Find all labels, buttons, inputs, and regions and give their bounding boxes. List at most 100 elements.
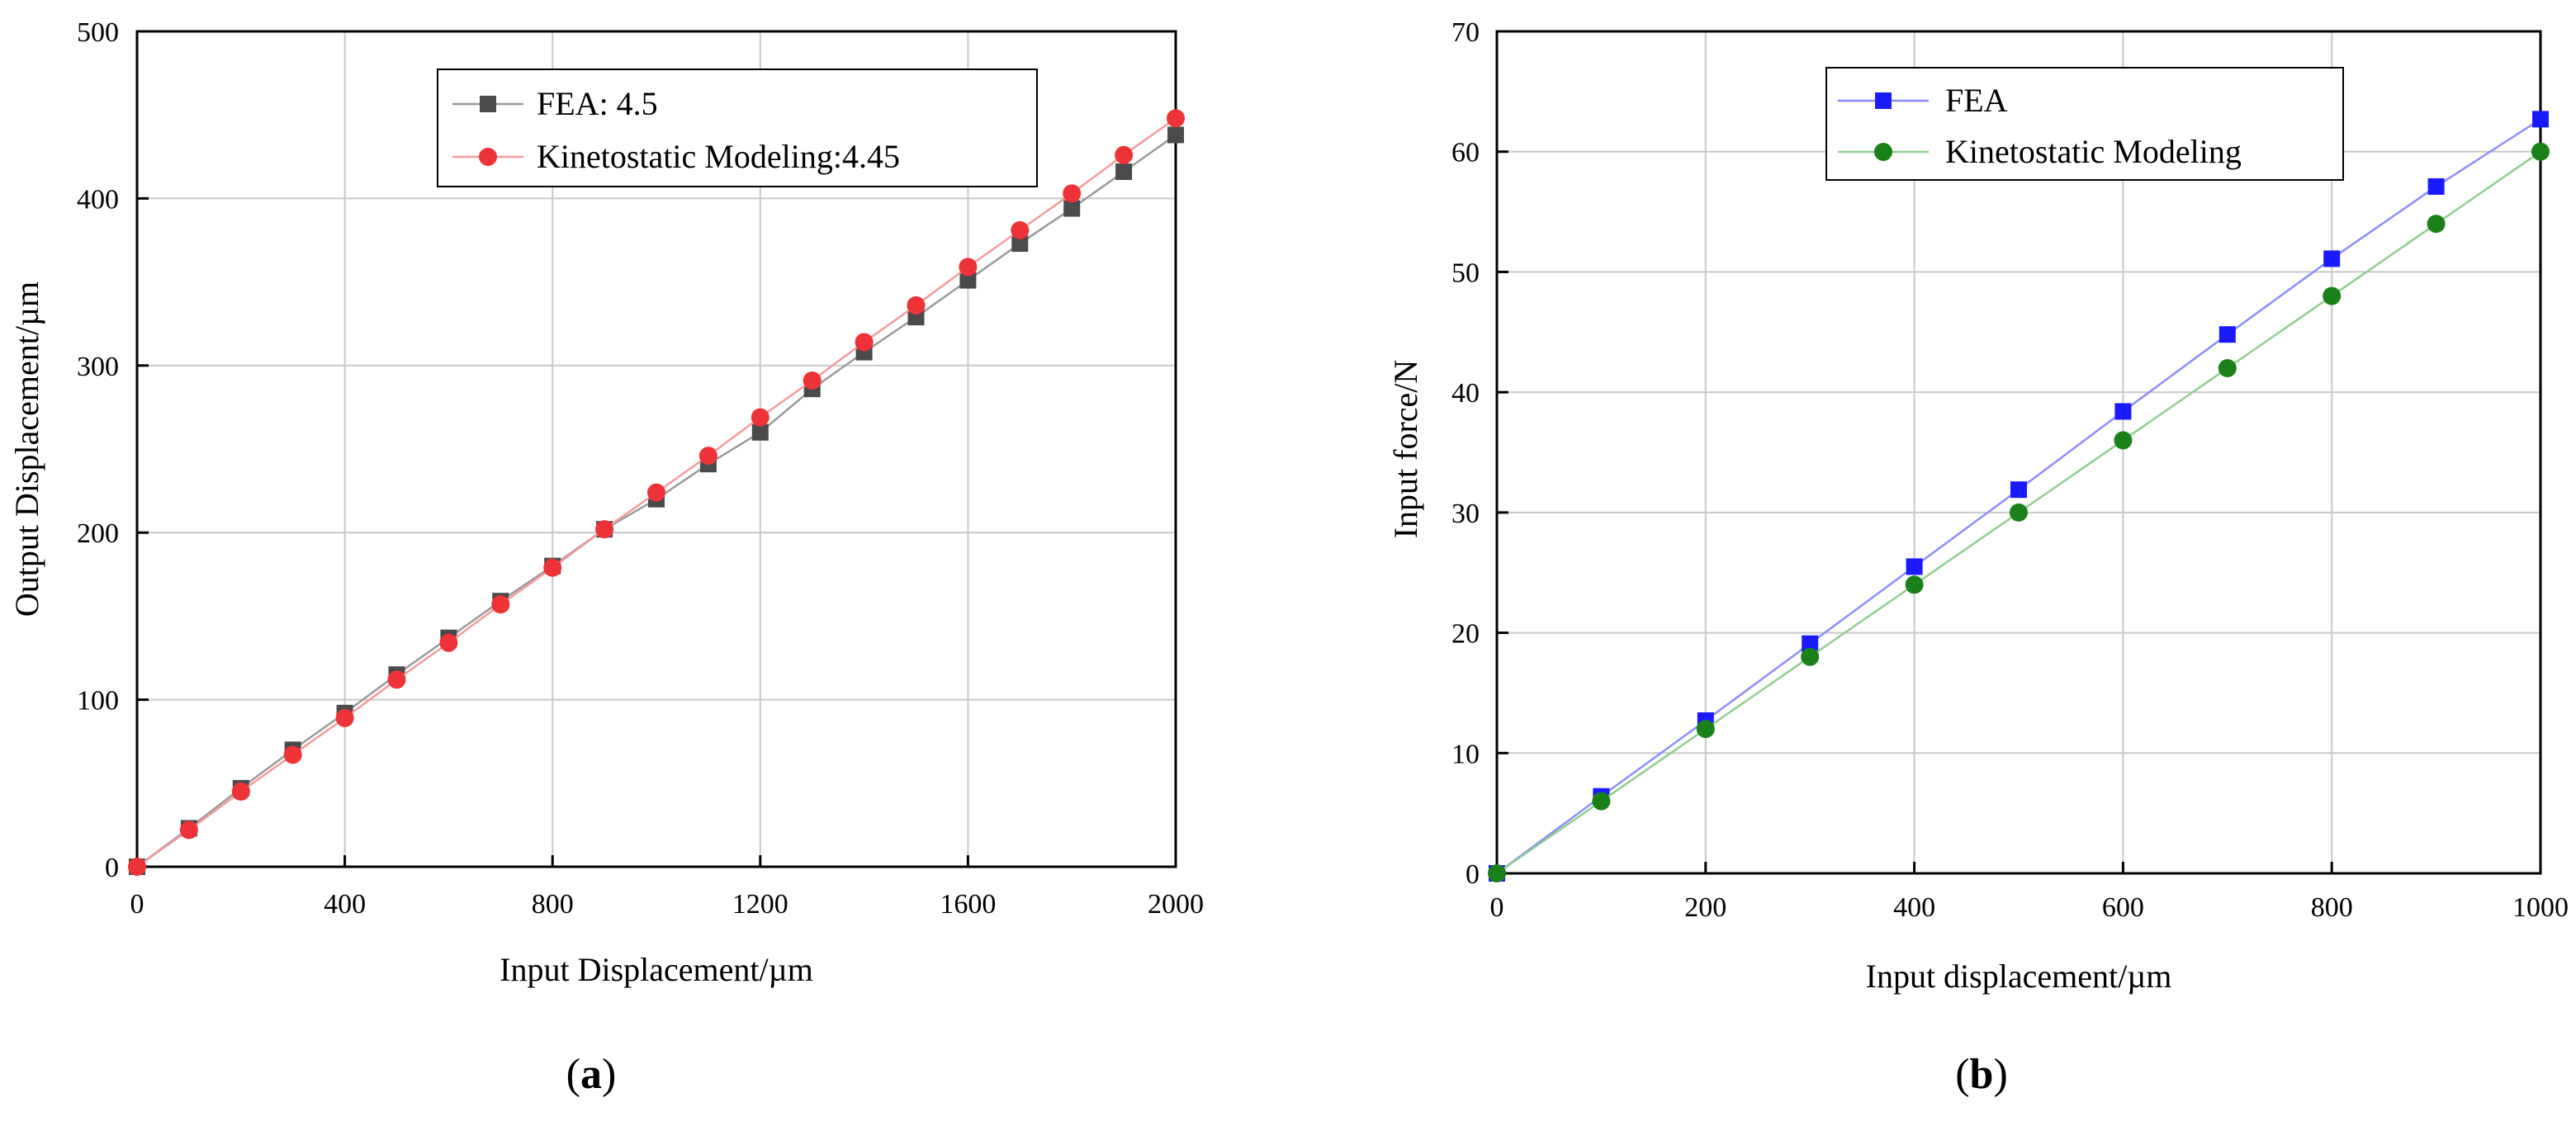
panel-b-y-tick-label: 10 [1451, 739, 1480, 769]
panel-b-data-point-square [2218, 326, 2236, 343]
panel-b-caption-open-paren: ( [1955, 1051, 1969, 1098]
panel-a-data-point-circle [179, 821, 198, 840]
panel-a-data-point-circle [1011, 220, 1030, 239]
panel-a-chart: 0 400 800 1200 1600 2000 0 100 200 300 400 500 Input… [8, 17, 1204, 1098]
panel-a-data-point-square [1167, 126, 1184, 144]
panel-b-data-point-circle [2531, 142, 2550, 161]
panel-a-legend: FEA: 4.5 Kinetostatic Modeling:4.45 [437, 69, 1038, 187]
panel-a-data-point-circle [751, 408, 769, 427]
panel-a-data-point-circle [803, 371, 822, 390]
panel-a-caption-open-paren: ( [566, 1051, 580, 1098]
panel-b-y-tick-label: 60 [1451, 138, 1480, 168]
panel-b-y-tick-label: 50 [1451, 258, 1480, 288]
panel-a-legend-label: Kinetostatic Modeling:4.45 [537, 138, 900, 175]
panel-b-data-point-square [1802, 635, 1819, 652]
panel-b-x-axis-title: Input displacement/µm [1866, 958, 2172, 995]
panel-a-data-point-square [1063, 200, 1081, 217]
panel-a-y-tick-label: 300 [77, 352, 119, 382]
panel-a-y-tick-label: 200 [77, 518, 119, 549]
panel-b-data-point-circle [2114, 431, 2133, 450]
panel-b-data-point-circle [2218, 359, 2237, 377]
panel-a-data-point-circle [283, 745, 302, 764]
panel-a-x-tick-label: 1600 [940, 889, 996, 920]
panel-a-series-2 [128, 109, 1185, 876]
panel-a-caption-letter: a [580, 1051, 602, 1098]
panel-a-data-point-square [959, 272, 977, 289]
panel-a-data-point-circle [231, 782, 250, 801]
panel-a-data-point-circle [595, 520, 614, 539]
panel-a-x-tick-label: 2000 [1148, 889, 1204, 920]
panel-b-x-tick-label: 600 [2102, 892, 2144, 923]
panel-b-data-point-circle [1488, 864, 1506, 882]
panel-b-series-2 [1488, 142, 2550, 882]
panel-b-data-point-square [2427, 177, 2445, 195]
panel-a-legend-label: FEA: 4.5 [537, 85, 658, 122]
panel-b-x-tick-label: 800 [2311, 892, 2353, 923]
panel-a-axes-frame [135, 30, 1177, 868]
panel-a-data-point-circle [543, 558, 562, 577]
panel-b-chart: 0 200 400 600 800 1000 0 10 20 30 40 50 60 70 Input di… [1387, 17, 2569, 1098]
panel-a-legend-marker-square [480, 96, 496, 112]
panel-a-x-tick-label: 400 [324, 889, 366, 920]
panel-a-data-point-square [751, 423, 769, 441]
panel-a-data-point-circle [959, 258, 978, 277]
panel-a-y-tick-label: 100 [77, 686, 119, 717]
panel-a-data-point-square [1011, 235, 1029, 253]
panel-a-data-point-circle [907, 296, 926, 315]
panel-a-data-point-circle [387, 670, 406, 689]
panel-a-data-point-circle [335, 708, 354, 727]
panel-b-legend-marker-circle [1874, 143, 1892, 161]
panel-a-data-point-circle [1063, 184, 1082, 203]
panel-a-y-tick-label: 400 [77, 184, 119, 215]
panel-b-data-point-circle [1801, 647, 1820, 666]
panel-b-x-tick-label: 0 [1490, 892, 1504, 923]
panel-b-data-point-square [2114, 403, 2132, 420]
panel-a-legend-marker-circle [479, 148, 497, 166]
panel-a-x-axis-title: Input Displacement/µm [500, 951, 813, 988]
panel-a-caption: (a) [566, 1051, 617, 1098]
panel-b-y-tick-label: 70 [1451, 17, 1480, 48]
panel-b-data-point-circle [1696, 720, 1715, 739]
panel-a-data-point-circle [1115, 145, 1134, 164]
panel-a-data-point-circle [491, 595, 510, 614]
panel-b-axes-frame [1495, 30, 2542, 875]
panel-b-x-tick-label: 400 [1893, 892, 1935, 923]
panel-b-legend-marker-square [1875, 92, 1892, 109]
panel-a-y-axis-title: Output Displacement/µm [8, 281, 45, 617]
panel-a-data-point-circle [439, 633, 458, 652]
panel-b-data-point-circle [2427, 215, 2446, 234]
panel-a-caption-close-paren: ) [602, 1051, 616, 1098]
panel-a-x-tick-label: 1200 [732, 889, 788, 920]
panel-a-x-tick-label: 800 [532, 889, 574, 920]
panel-b-caption-letter: b [1970, 1051, 1994, 1098]
panel-b-y-axis-title: Input force/N [1387, 360, 1424, 539]
panel-a-data-point-circle [128, 858, 146, 876]
panel-b-caption-close-paren: ) [1993, 1051, 2007, 1098]
panel-b-legend-label: FEA [1945, 82, 2008, 119]
panel-b-legend: FEA Kinetostatic Modeling [1825, 67, 2344, 181]
panel-a-data-point-square [1115, 163, 1133, 181]
panel-b-y-tick-label: 20 [1451, 619, 1480, 650]
panel-b-legend-box [1825, 67, 2344, 181]
panel-a-y-tick-label: 0 [105, 853, 119, 883]
panel-b-y-tick-label: 0 [1466, 859, 1480, 890]
panel-b-data-point-circle [1905, 575, 1924, 594]
panel-b-legend-label: Kinetostatic Modeling [1945, 133, 2242, 170]
panel-a-data-point-circle [698, 447, 717, 466]
panel-b-data-point-square [2323, 250, 2341, 267]
panel-b-x-tick-label: 200 [1684, 892, 1726, 923]
panel-a-data-point-circle [1167, 109, 1185, 128]
panel-b-x-tick-label: 1000 [2512, 892, 2569, 923]
panel-b-y-tick-label: 40 [1451, 378, 1480, 409]
panel-b-data-point-square [2532, 111, 2549, 128]
panel-b-data-point-circle [1592, 792, 1611, 811]
panel-a-y-tick-label: 500 [77, 17, 119, 48]
panel-b-data-point-square [1906, 558, 1923, 575]
panel-a-data-point-circle [647, 483, 665, 502]
panel-b-data-point-circle [2010, 503, 2028, 522]
panel-a-data-point-circle [855, 333, 874, 352]
panel-b-y-tick-label: 30 [1451, 499, 1480, 529]
panel-a-x-tick-label: 0 [130, 889, 144, 920]
panel-b-caption: (b) [1955, 1051, 2008, 1098]
